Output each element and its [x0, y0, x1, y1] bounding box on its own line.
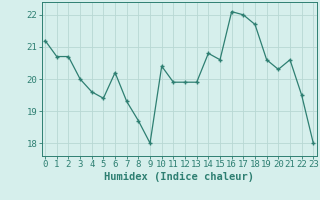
X-axis label: Humidex (Indice chaleur): Humidex (Indice chaleur) — [104, 172, 254, 182]
